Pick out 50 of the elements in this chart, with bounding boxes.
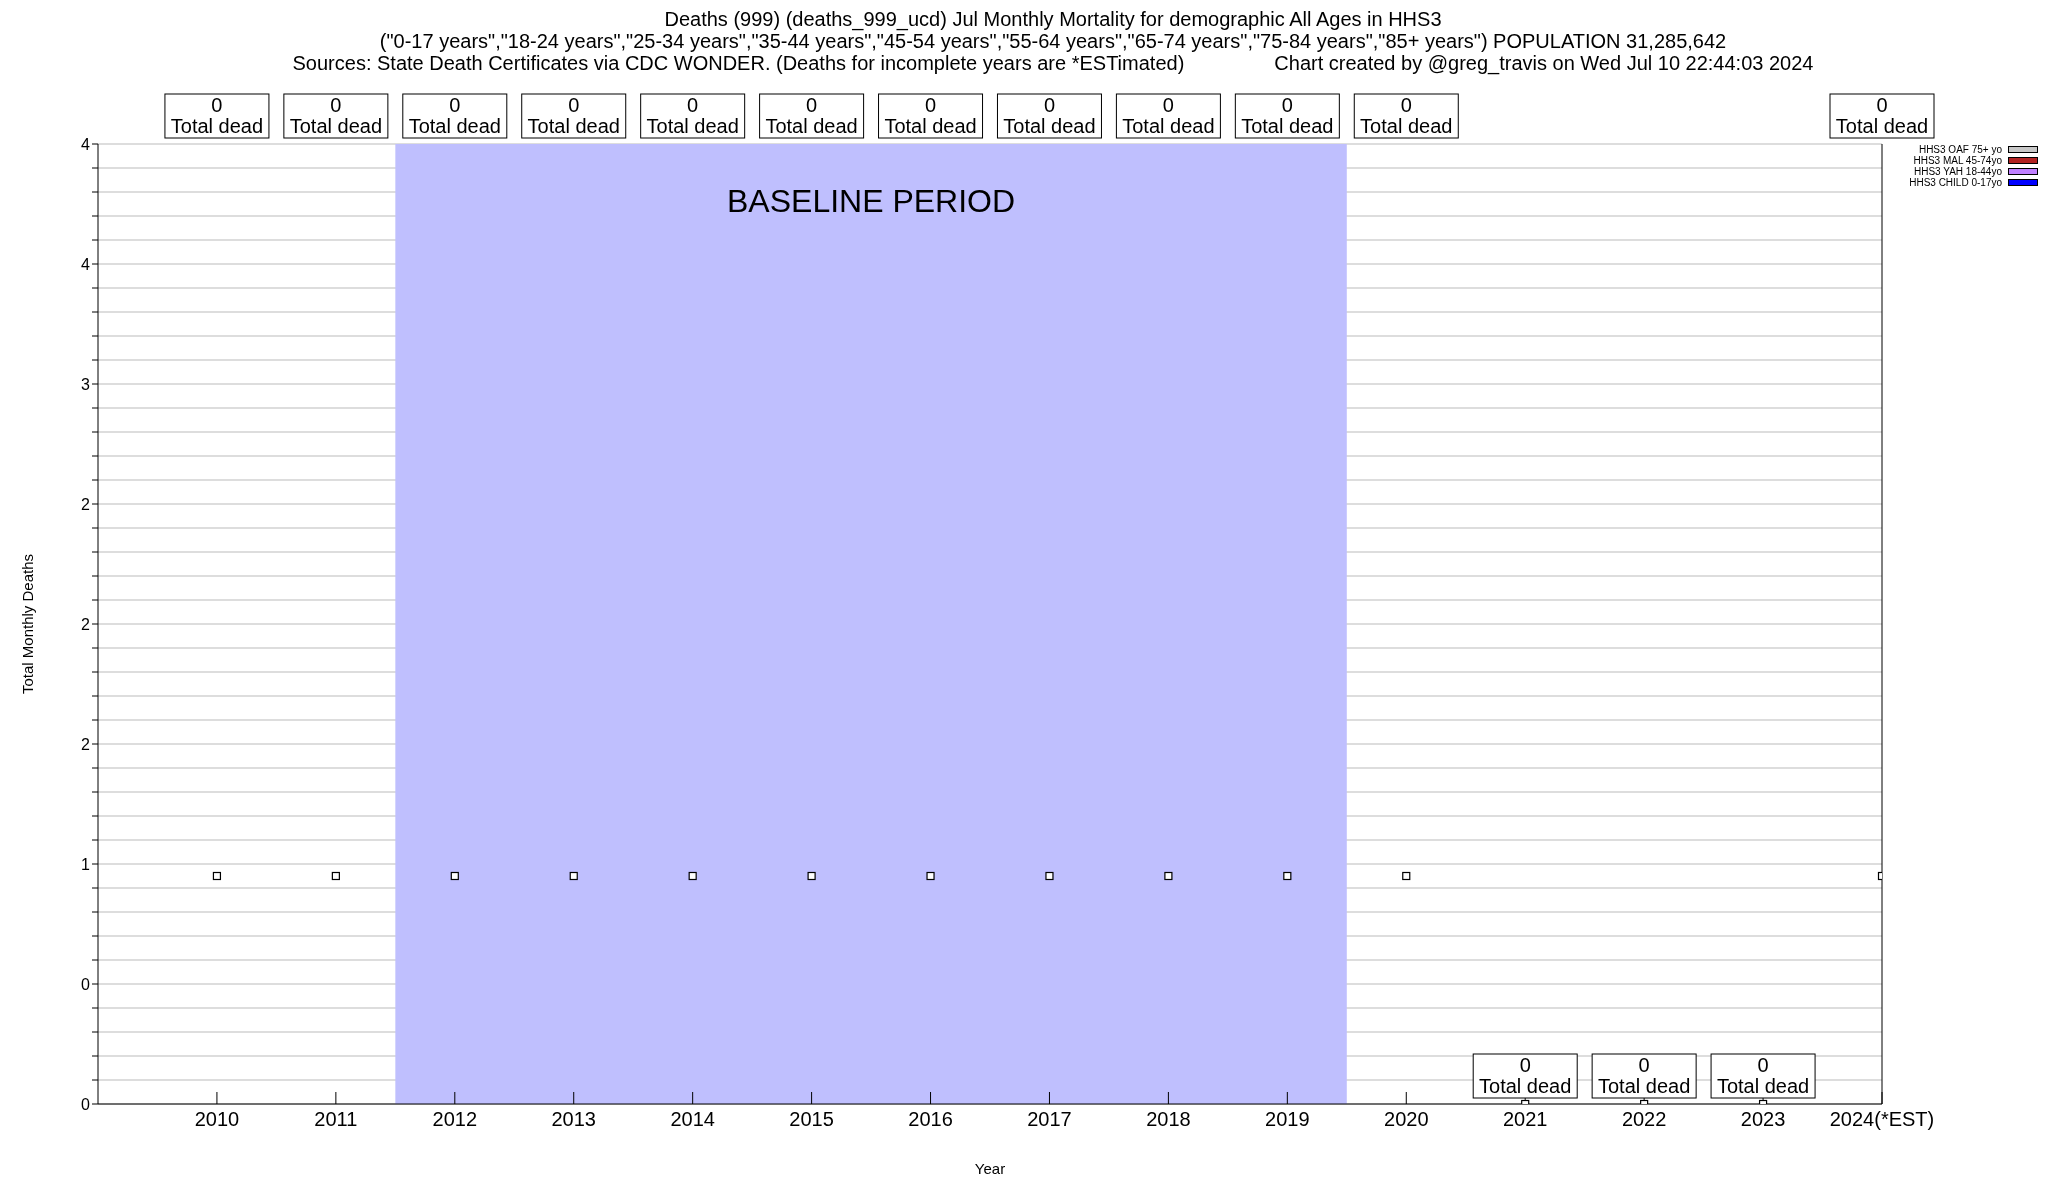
annotation: 0 Total dead <box>1479 1054 1572 1097</box>
x-tick-label: 2018 <box>1146 1108 1191 1131</box>
y-tick-label: 2 <box>81 615 91 633</box>
text: Chart created by @greg_travis on Wed Jul 10 22:44:03 2024 <box>1274 52 1814 74</box>
x-tick-label: 2013 <box>551 1108 596 1131</box>
x-tick-label: 2016 <box>908 1108 953 1131</box>
source-note: Sources: State Death Certificates via CDC WONDER. (Deaths for incomplete years are *ESTimated) <box>292 52 1185 74</box>
y-tick-label: 2 <box>81 735 91 753</box>
y-axis-title: Total Monthly Deaths <box>19 553 37 695</box>
text: 0 Total dead <box>170 94 264 137</box>
x-axis-title: Year <box>974 1160 1006 1177</box>
x-tick-label: 2022 <box>1621 1108 1667 1131</box>
text: 0 Total dead <box>884 94 977 137</box>
x-tick-label: 2020 <box>1384 1108 1429 1131</box>
x-tick-label: 2019 <box>1265 1108 1310 1131</box>
text: 0 Total dead <box>1360 94 1453 137</box>
x-tick-label: 2011 <box>314 1108 358 1131</box>
text: 0 Total dead <box>408 94 501 137</box>
x-tick-label: 2010 <box>194 1108 240 1131</box>
y-tick-label: 0 <box>81 975 91 993</box>
x-tick-label: 2023 <box>1740 1108 1786 1131</box>
chart-title: Deaths (999) (deaths_999_ucd) Jul Monthly Mortality for demographic All Ages in HHS3 <box>663 8 1443 30</box>
text: 0 Total dead <box>1241 94 1334 137</box>
text: 0 Total dead <box>1003 94 1096 137</box>
text: 0 Total dead <box>765 94 858 137</box>
text: 0 Total dead <box>527 94 620 137</box>
y-tick-label: 4 <box>81 255 91 273</box>
legend-label: HHS3 YAH 18-44yo <box>1914 166 2002 177</box>
chart-subtitle: ("0-17 years","18-24 years","25-34 years","35-44 years","45-54 years","55-64 years","65-74 years","75-84 years","85+ years") POPULATION 31,285,642 <box>378 30 1728 52</box>
text: 0 Total dead <box>1835 94 1929 137</box>
legend-label: HHS3 OAF 75+ yo <box>1918 144 2002 155</box>
x-tick-label: 2024(*EST) <box>1829 1108 1935 1131</box>
x-tick-label: 2015 <box>789 1108 834 1131</box>
x-tick-label: 2012 <box>432 1108 478 1131</box>
text: 0 Total dead <box>1122 94 1215 137</box>
y-tick-label: 4 <box>81 135 91 153</box>
annotation: 0 Total dead <box>1716 1054 1810 1097</box>
text: 0 Total dead <box>289 94 383 137</box>
legend-label: HHS3 CHILD 0-17yo <box>1909 177 2002 188</box>
y-tick-label: 1 <box>81 855 91 873</box>
text: 0 Total dead <box>646 94 739 137</box>
annotation: 0 Total dead <box>1597 1054 1691 1097</box>
x-tick-label: 2014 <box>670 1108 715 1131</box>
x-tick-label: 2017 <box>1027 1108 1072 1131</box>
y-tick-label: 0 <box>81 1095 91 1113</box>
x-tick-label: 2021 <box>1502 1108 1548 1131</box>
band-label: BASELINE PERIOD <box>727 182 1016 219</box>
legend-label: HHS3 MAL 45-74yo <box>1913 155 2002 166</box>
y-tick-label: 2 <box>81 495 91 513</box>
y-tick-label: 3 <box>81 375 91 393</box>
